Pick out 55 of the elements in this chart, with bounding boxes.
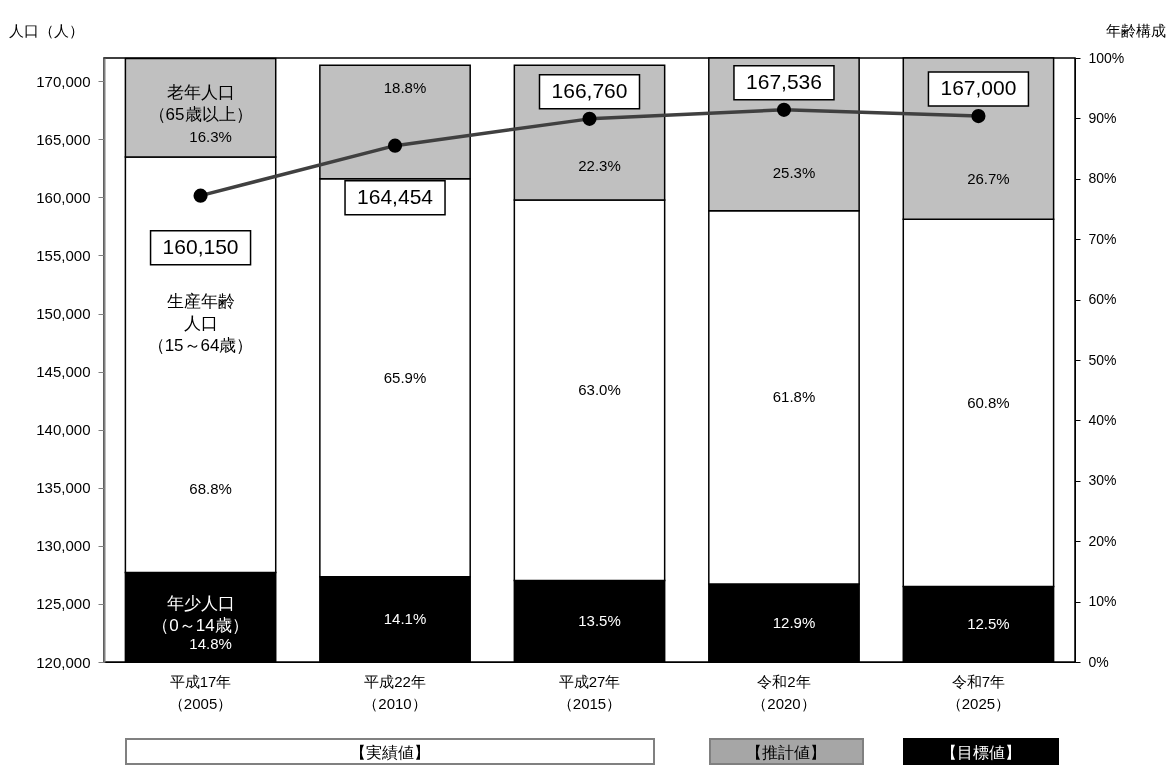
y2-tick-label: 50% xyxy=(1088,351,1117,368)
y2-tick-label: 20% xyxy=(1088,532,1117,549)
data-label: 14.1% xyxy=(383,610,427,628)
y-axis-title: 人口（人） xyxy=(8,21,84,39)
y2-tick-label: 70% xyxy=(1088,230,1117,247)
y2-tick-label: 60% xyxy=(1088,291,1117,308)
y2-tick-label: 30% xyxy=(1088,472,1117,489)
y2-axis-title: 年齢構成 xyxy=(1105,21,1166,39)
y2-tick-label: 40% xyxy=(1088,411,1117,428)
data-label: 13.5% xyxy=(578,612,621,630)
x-tick-label: 令和2年（2020） xyxy=(752,672,816,712)
data-label: 68.8% xyxy=(189,480,232,498)
y-tick-label: 160,000 xyxy=(36,188,91,206)
series-label: 年少人口（0～14歳） xyxy=(152,593,249,635)
data-label: 166,760 xyxy=(551,78,628,102)
y-tick-label: 155,000 xyxy=(36,246,91,264)
y2-tick-label: 0% xyxy=(1088,653,1109,670)
y-tick-label: 120,000 xyxy=(36,653,91,671)
y2-tick-label: 90% xyxy=(1088,109,1117,126)
data-label: 164,454 xyxy=(357,184,434,208)
y-tick-label: 125,000 xyxy=(36,595,91,613)
data-label: 63.0% xyxy=(578,381,621,399)
data-label: 60.8% xyxy=(967,393,1010,411)
data-label: 25.3% xyxy=(772,163,816,181)
y-tick-label: 150,000 xyxy=(36,305,91,323)
data-label: 12.9% xyxy=(772,614,816,632)
data-label: 65.9% xyxy=(383,368,427,386)
data-label: 12.5% xyxy=(967,615,1010,633)
data-label: 18.8% xyxy=(383,78,427,96)
data-label: 16.3% xyxy=(189,128,232,146)
x-tick-label: 令和7年（2025） xyxy=(946,672,1011,712)
y-tick-label: 170,000 xyxy=(36,72,91,90)
y-tick-label: 165,000 xyxy=(36,130,91,148)
series-label: 生産年齢人口（15～64歳） xyxy=(147,292,254,356)
data-label: 160,150 xyxy=(162,234,239,258)
data-label: 14.8% xyxy=(189,635,232,653)
series-label: 老年人口（65歳以上） xyxy=(148,83,253,125)
text: 【推計値】 xyxy=(708,738,865,765)
y-tick-label: 145,000 xyxy=(36,363,91,381)
text: 【実績値】 xyxy=(125,738,655,765)
data-label: 22.3% xyxy=(578,157,621,175)
data-label: 61.8% xyxy=(772,388,816,406)
x-tick-label: 平成22年（2010） xyxy=(363,672,427,712)
data-label: 167,000 xyxy=(940,76,1017,100)
data-label: 26.7% xyxy=(967,169,1010,187)
y2-tick-label: 100% xyxy=(1088,49,1125,66)
data-label: 167,536 xyxy=(746,69,822,93)
text: 【目標値】 xyxy=(903,738,1059,765)
y2-tick-label: 10% xyxy=(1088,593,1117,610)
x-tick-label: 平成27年（2015） xyxy=(557,672,622,712)
x-tick-label: 平成17年（2005） xyxy=(168,672,233,712)
y-tick-label: 135,000 xyxy=(36,479,91,497)
y2-tick-label: 80% xyxy=(1088,170,1117,187)
y-tick-label: 130,000 xyxy=(36,537,91,555)
y-tick-label: 140,000 xyxy=(36,421,91,439)
